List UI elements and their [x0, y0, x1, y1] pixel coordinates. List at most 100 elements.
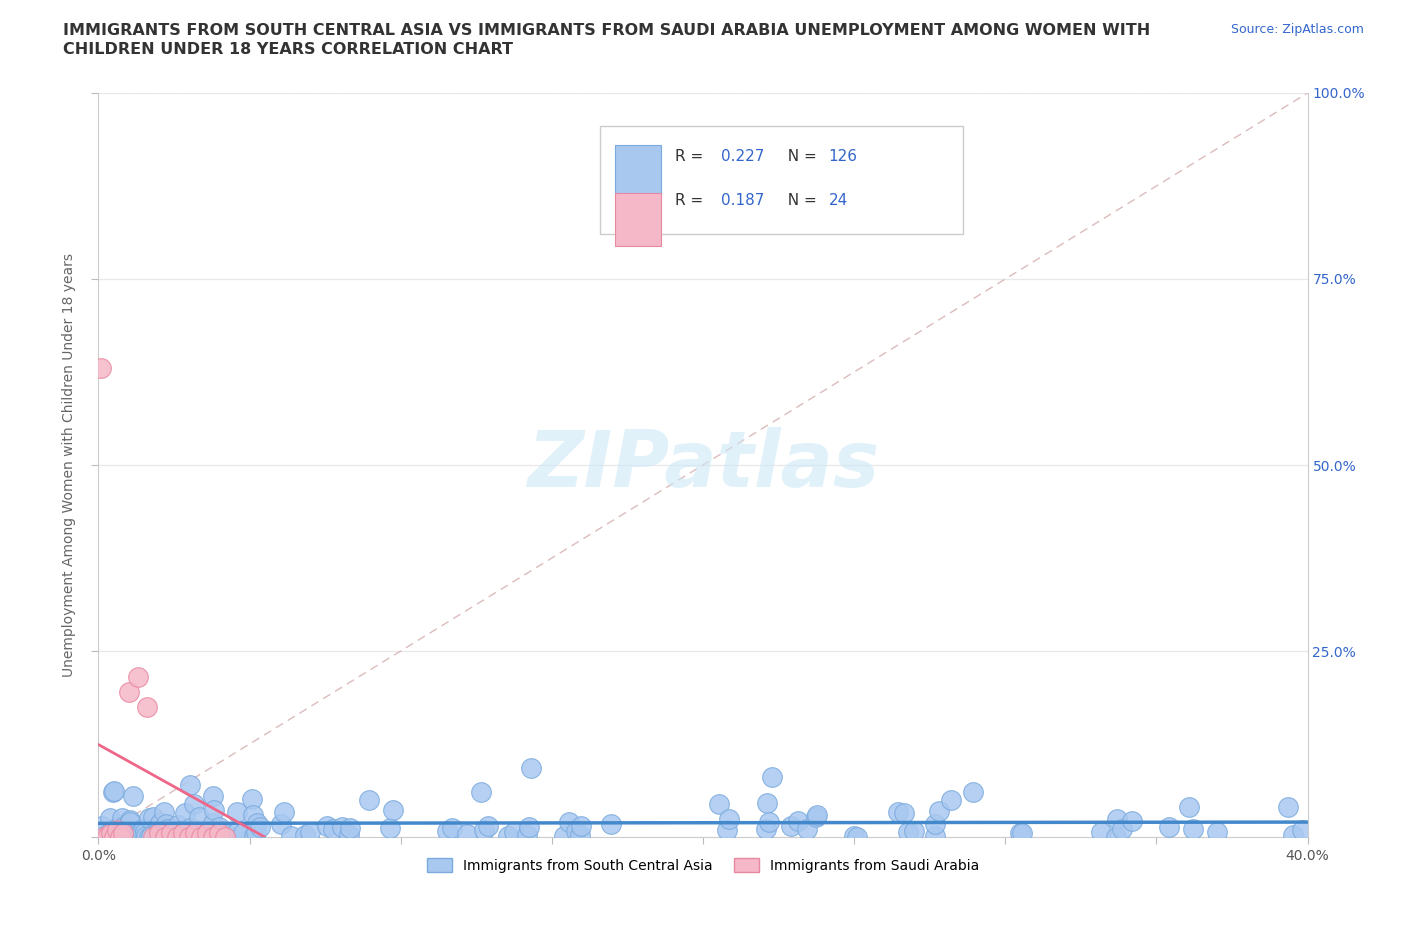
- Point: [456, 826, 478, 841]
- Point: [294, 828, 316, 843]
- Point: [962, 785, 984, 800]
- Text: R =: R =: [675, 193, 709, 208]
- Point: [1277, 800, 1299, 815]
- Point: [472, 823, 495, 838]
- Point: [118, 815, 141, 830]
- Point: [118, 813, 141, 828]
- Point: [111, 810, 134, 825]
- Y-axis label: Unemployment Among Women with Children Under 18 years: Unemployment Among Women with Children U…: [62, 253, 76, 677]
- Point: [155, 829, 177, 844]
- Point: [339, 821, 361, 836]
- FancyBboxPatch shape: [600, 126, 963, 234]
- Point: [90, 361, 112, 376]
- Point: [96, 830, 118, 844]
- Point: [1011, 825, 1033, 840]
- Point: [1291, 822, 1313, 837]
- Point: [226, 824, 249, 839]
- Point: [98, 810, 121, 825]
- Point: [796, 821, 818, 836]
- Point: [142, 830, 165, 844]
- Point: [568, 828, 591, 843]
- Point: [142, 809, 165, 824]
- Point: [779, 818, 801, 833]
- Text: ZIPatlas: ZIPatlas: [527, 427, 879, 503]
- Point: [280, 829, 302, 844]
- Point: [135, 699, 157, 714]
- Point: [166, 830, 188, 844]
- Point: [111, 826, 134, 841]
- Point: [152, 804, 174, 819]
- Point: [128, 823, 150, 838]
- Point: [103, 783, 125, 798]
- Point: [516, 828, 538, 843]
- Point: [179, 820, 201, 835]
- Point: [118, 684, 141, 699]
- Point: [90, 818, 112, 833]
- Point: [208, 819, 231, 834]
- Bar: [614, 193, 661, 246]
- Point: [1206, 824, 1229, 839]
- Point: [565, 824, 588, 839]
- Point: [502, 825, 524, 840]
- Point: [897, 825, 920, 840]
- Point: [215, 827, 238, 842]
- Point: [845, 829, 868, 844]
- Point: [183, 797, 205, 812]
- Point: [716, 822, 738, 837]
- Point: [232, 825, 254, 840]
- Point: [166, 822, 188, 837]
- Point: [179, 830, 201, 844]
- Point: [129, 826, 152, 841]
- Point: [107, 820, 129, 835]
- Point: [157, 822, 180, 837]
- Point: [1157, 820, 1180, 835]
- Point: [1105, 830, 1128, 844]
- Point: [1010, 826, 1032, 841]
- Point: [184, 822, 207, 837]
- Point: [359, 792, 381, 807]
- Point: [132, 820, 155, 835]
- Point: [477, 818, 499, 833]
- Point: [1111, 822, 1133, 837]
- Point: [225, 805, 247, 820]
- Point: [761, 770, 783, 785]
- Point: [470, 785, 492, 800]
- Point: [1090, 825, 1112, 840]
- Point: [758, 814, 780, 829]
- Point: [519, 761, 541, 776]
- Point: [903, 824, 925, 839]
- Point: [382, 803, 405, 817]
- Point: [1282, 828, 1305, 843]
- Point: [893, 806, 915, 821]
- Point: [201, 816, 224, 830]
- Point: [139, 829, 162, 844]
- Point: [195, 826, 218, 841]
- Point: [557, 815, 579, 830]
- Point: [202, 789, 225, 804]
- Point: [245, 825, 267, 840]
- Point: [209, 825, 232, 840]
- Point: [179, 777, 201, 792]
- Point: [111, 819, 134, 834]
- Point: [167, 817, 190, 832]
- Point: [804, 809, 827, 824]
- Point: [1182, 821, 1205, 836]
- Point: [242, 807, 264, 822]
- Point: [928, 804, 950, 818]
- Point: [887, 804, 910, 819]
- Point: [756, 795, 779, 810]
- Point: [153, 830, 176, 844]
- Text: 0.187: 0.187: [721, 193, 765, 208]
- Text: 24: 24: [828, 193, 848, 208]
- Point: [214, 830, 236, 844]
- Point: [149, 816, 172, 830]
- Point: [273, 805, 295, 820]
- Text: 126: 126: [828, 149, 858, 164]
- Point: [131, 823, 153, 838]
- Point: [1105, 811, 1128, 826]
- Text: N =: N =: [778, 193, 821, 208]
- Point: [172, 826, 194, 841]
- Point: [755, 822, 778, 837]
- Point: [436, 823, 458, 838]
- Point: [270, 817, 292, 831]
